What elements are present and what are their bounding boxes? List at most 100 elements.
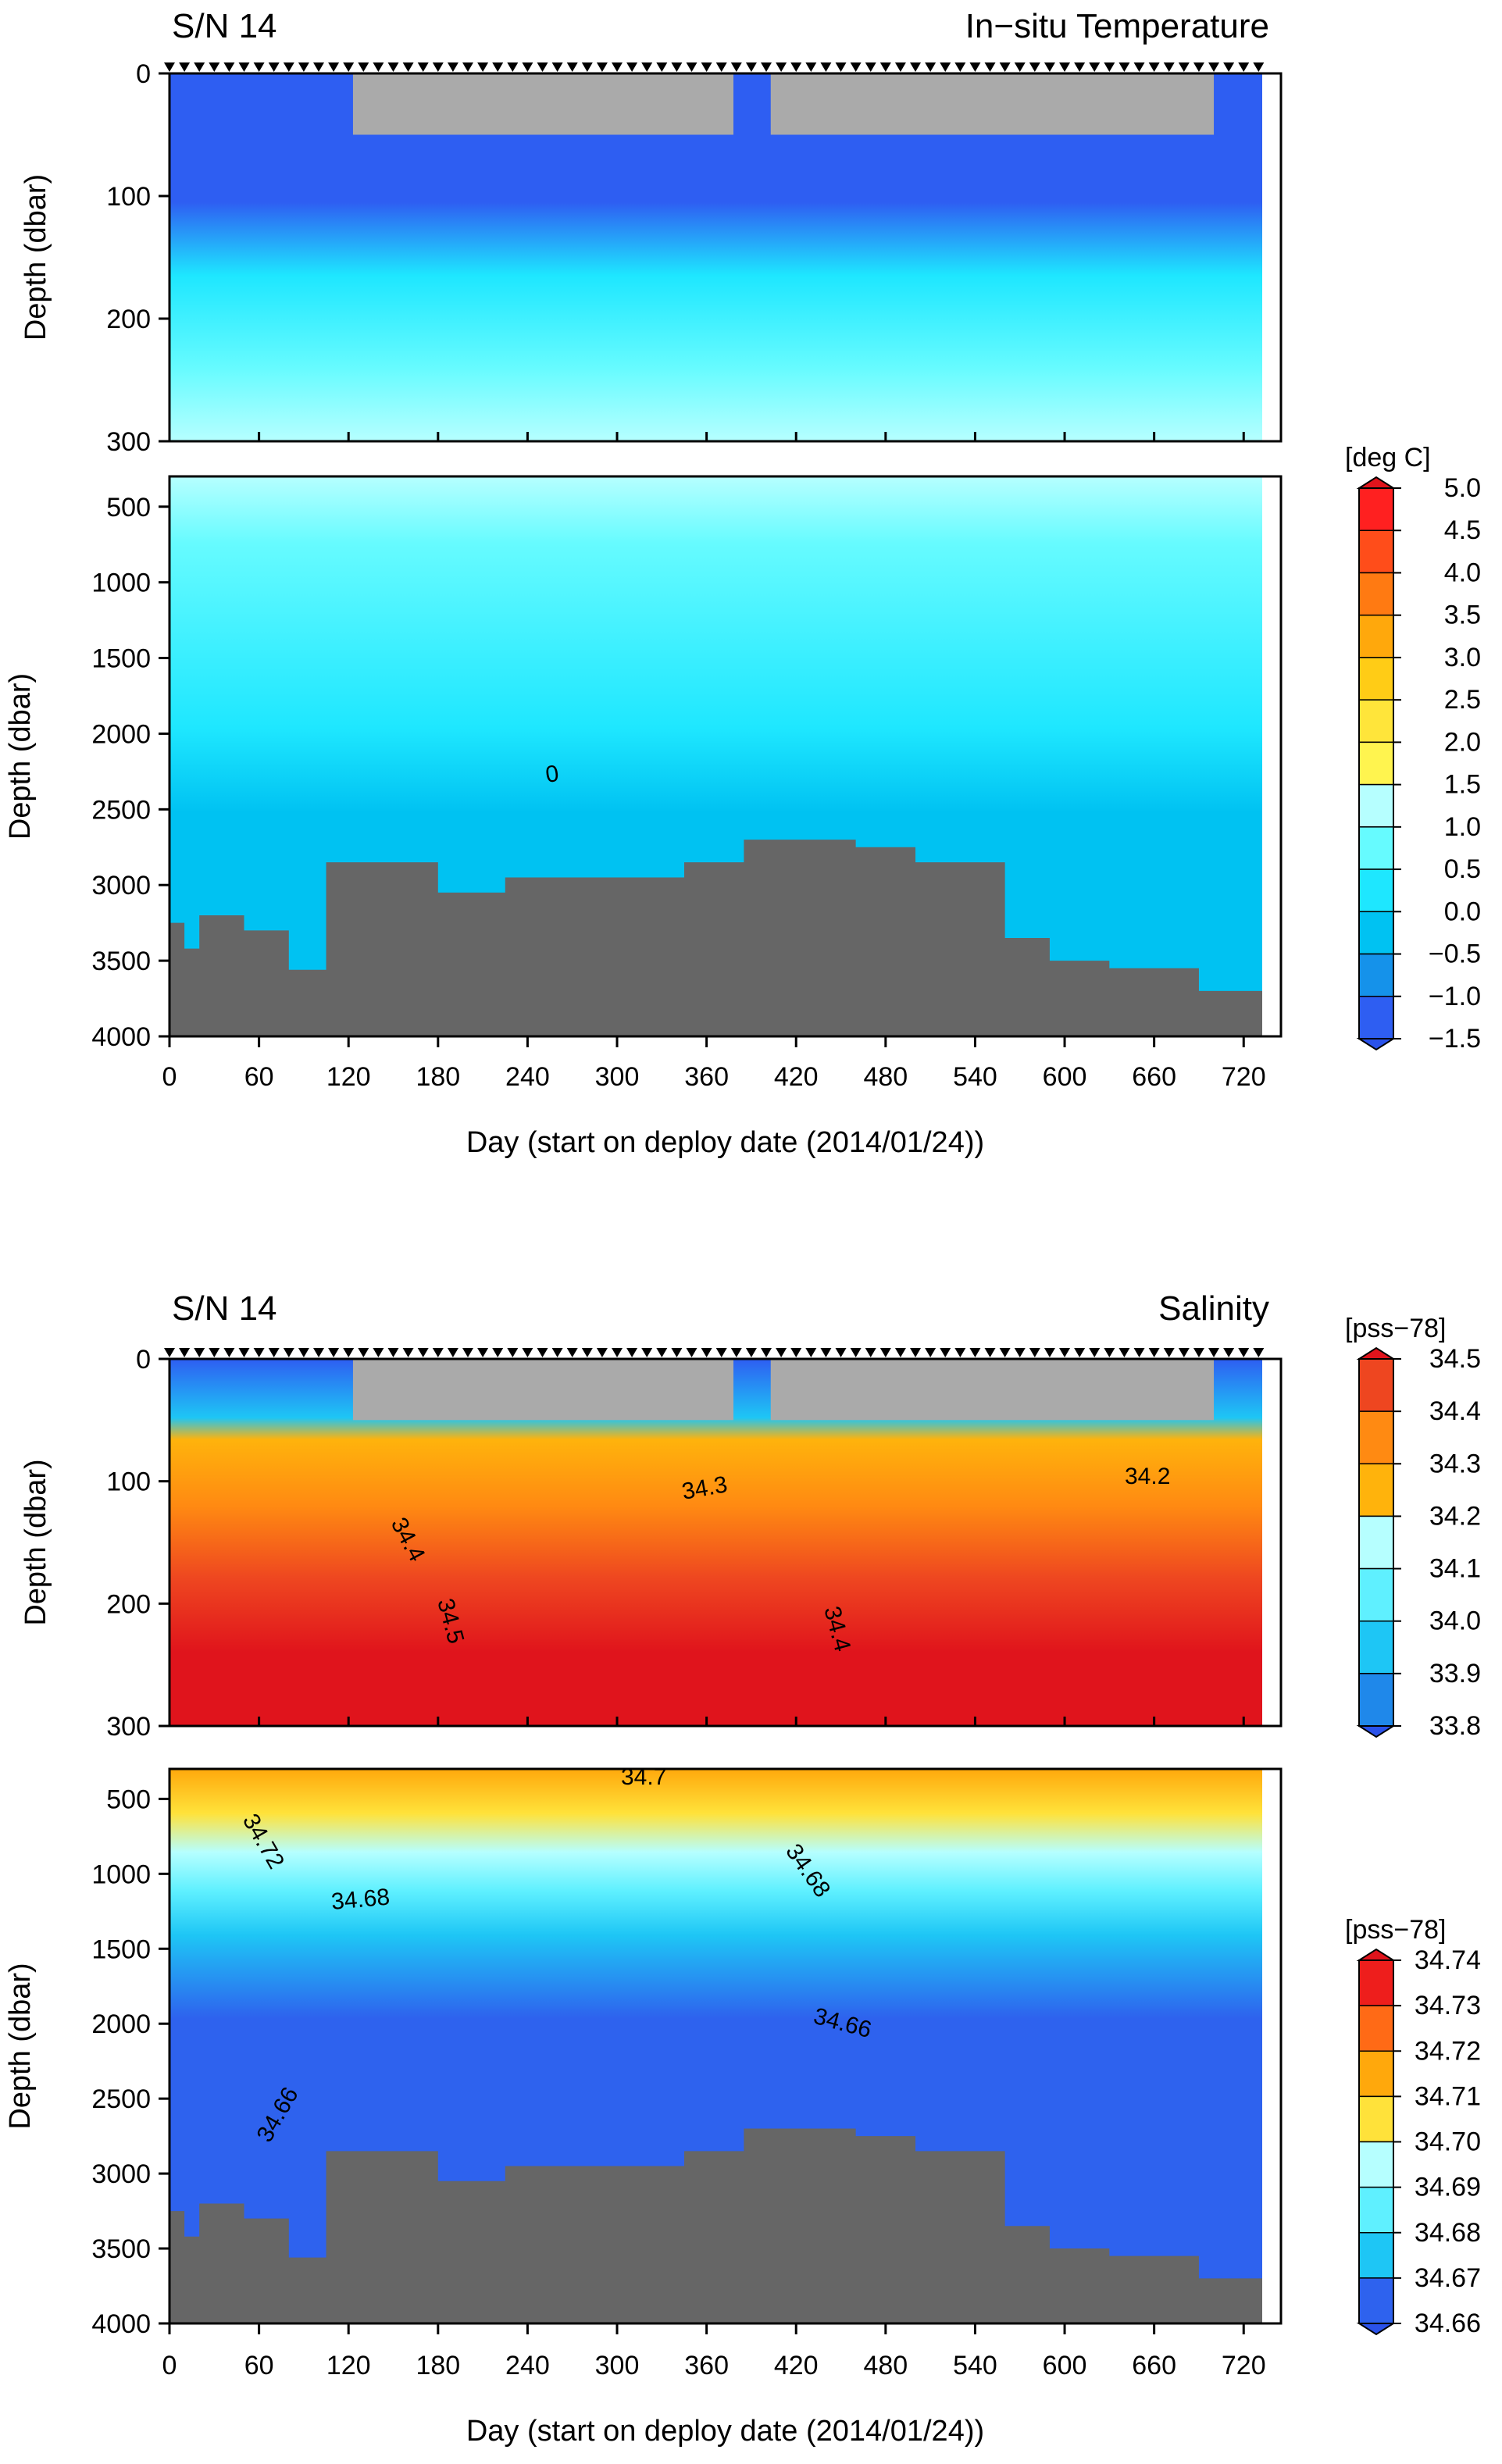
profile-marker	[925, 1348, 937, 1357]
y-tick-label: 2500	[91, 2084, 151, 2114]
temperature-lower-frame	[168, 475, 1283, 1038]
profile-marker	[999, 1348, 1011, 1357]
profile-marker	[507, 62, 519, 72]
colorbar-tick-label: 34.68	[1415, 2218, 1481, 2248]
y-tick-label: 3000	[91, 871, 151, 900]
salinity-title-right: Salinity	[1158, 1289, 1269, 1328]
colorbar-tick-label: 34.70	[1415, 2127, 1481, 2157]
y-tick-label: 200	[106, 305, 151, 334]
profile-marker	[551, 1348, 563, 1357]
profile-marker	[850, 62, 862, 72]
temperature-colorbar-swatch	[1358, 741, 1394, 786]
profile-marker	[626, 1348, 638, 1357]
profile-marker	[999, 62, 1011, 72]
colorbar-tick-label: 34.71	[1415, 2081, 1481, 2111]
profile-marker	[328, 1348, 340, 1357]
profile-marker	[343, 62, 355, 72]
temperature-colorbar-swatch	[1358, 783, 1394, 828]
salinity-no-data-box	[352, 1359, 734, 1421]
profile-marker	[835, 62, 847, 72]
colorbar-tick-label: 1.0	[1444, 812, 1481, 842]
salinity-upper-colorbar-swatch	[1358, 1358, 1394, 1412]
profile-marker	[358, 1348, 369, 1357]
profile-marker	[1238, 62, 1250, 72]
salinity-lower-colorbar-swatch	[1358, 2277, 1394, 2324]
profile-marker	[894, 1348, 906, 1357]
profile-marker	[1014, 62, 1026, 72]
profile-marker	[1059, 1348, 1071, 1357]
profile-marker	[1133, 1348, 1145, 1357]
profile-marker	[612, 62, 623, 72]
x-tick-label: 720	[1222, 1062, 1266, 1092]
temperature-colorbar-swatch	[1358, 953, 1394, 997]
profile-marker	[432, 62, 444, 72]
temperature-colorbar-unit: [deg C]	[1345, 443, 1431, 472]
profile-marker	[715, 62, 727, 72]
profile-marker	[238, 62, 250, 72]
y-tick-label: 500	[106, 493, 151, 522]
x-tick-label: 480	[863, 2351, 908, 2380]
profile-marker	[850, 1348, 862, 1357]
profile-marker	[462, 1348, 474, 1357]
profile-marker	[910, 62, 922, 72]
salinity-upper-colorbar-over-triangle	[1356, 1346, 1397, 1360]
profile-marker	[417, 62, 429, 72]
colorbars	[1356, 476, 1401, 2336]
colorbar-tick-label: 34.69	[1415, 2173, 1481, 2202]
temperature-colorbar-swatch	[1358, 911, 1394, 955]
y-tick-label: 500	[106, 1785, 151, 1814]
profile-marker	[1104, 1348, 1115, 1357]
salinity-lower-colorbar-over-triangle	[1356, 1948, 1397, 1961]
profile-marker	[1193, 62, 1204, 72]
profile-marker	[1178, 62, 1190, 72]
profile-marker	[522, 1348, 533, 1357]
profile-marker	[209, 62, 220, 72]
profile-marker	[790, 62, 802, 72]
y-tick-label: 100	[106, 1467, 151, 1497]
profile-marker	[879, 1348, 891, 1357]
x-tick-label: 600	[1043, 1062, 1087, 1092]
profile-marker	[194, 1348, 205, 1357]
colorbar-tick-label: 33.8	[1429, 1711, 1481, 1741]
profile-marker	[790, 1348, 802, 1357]
salinity-lower-colorbar-under-triangle	[1356, 2323, 1397, 2336]
salinity-upper-colorbar-frame	[1358, 1358, 1394, 1727]
profile-marker	[865, 62, 876, 72]
x-tick-label: 0	[162, 2351, 177, 2380]
profile-marker	[253, 1348, 265, 1357]
profile-marker	[1074, 1348, 1086, 1357]
y-tick-label: 2000	[91, 2009, 151, 2039]
temperature-colorbar-swatch	[1358, 614, 1394, 658]
y-tick-label: 300	[106, 1712, 151, 1742]
profile-marker	[612, 1348, 623, 1357]
profile-marker	[522, 62, 533, 72]
salinity-lower-colorbar-swatch	[1358, 2141, 1394, 2188]
colorbar-tick-label: 2.0	[1444, 727, 1481, 757]
colorbar-tick-label: 4.0	[1444, 558, 1481, 587]
profile-marker	[641, 1348, 653, 1357]
x-tick-label: 240	[505, 2351, 550, 2380]
x-tick-label: 420	[774, 2351, 819, 2380]
profile-marker	[596, 62, 608, 72]
colorbar-tick-label: −0.5	[1429, 940, 1481, 969]
profile-marker	[179, 1348, 191, 1357]
profile-marker	[984, 1348, 996, 1357]
colorbar-tick-label: 34.3	[1429, 1449, 1481, 1478]
profile-marker	[1089, 1348, 1101, 1357]
profile-marker	[1163, 62, 1175, 72]
profile-marker	[164, 1348, 175, 1357]
salinity-lower-colorbar-swatch	[1358, 2186, 1394, 2234]
profile-marker	[984, 62, 996, 72]
temperature-upper-frame	[168, 72, 1283, 443]
profile-marker	[701, 62, 712, 72]
y-tick-label: 3500	[91, 947, 151, 976]
profile-marker	[164, 62, 175, 72]
profile-marker	[268, 1348, 280, 1357]
salinity-lower-frame	[168, 1767, 1283, 2325]
colorbar-tick-label: 34.2	[1429, 1501, 1481, 1531]
colorbar-tick-label: 34.0	[1429, 1606, 1481, 1636]
profile-marker	[402, 62, 414, 72]
salinity-upper-colorbar-swatch	[1358, 1673, 1394, 1727]
x-tick-label: 360	[684, 2351, 729, 2380]
profile-marker	[447, 62, 458, 72]
